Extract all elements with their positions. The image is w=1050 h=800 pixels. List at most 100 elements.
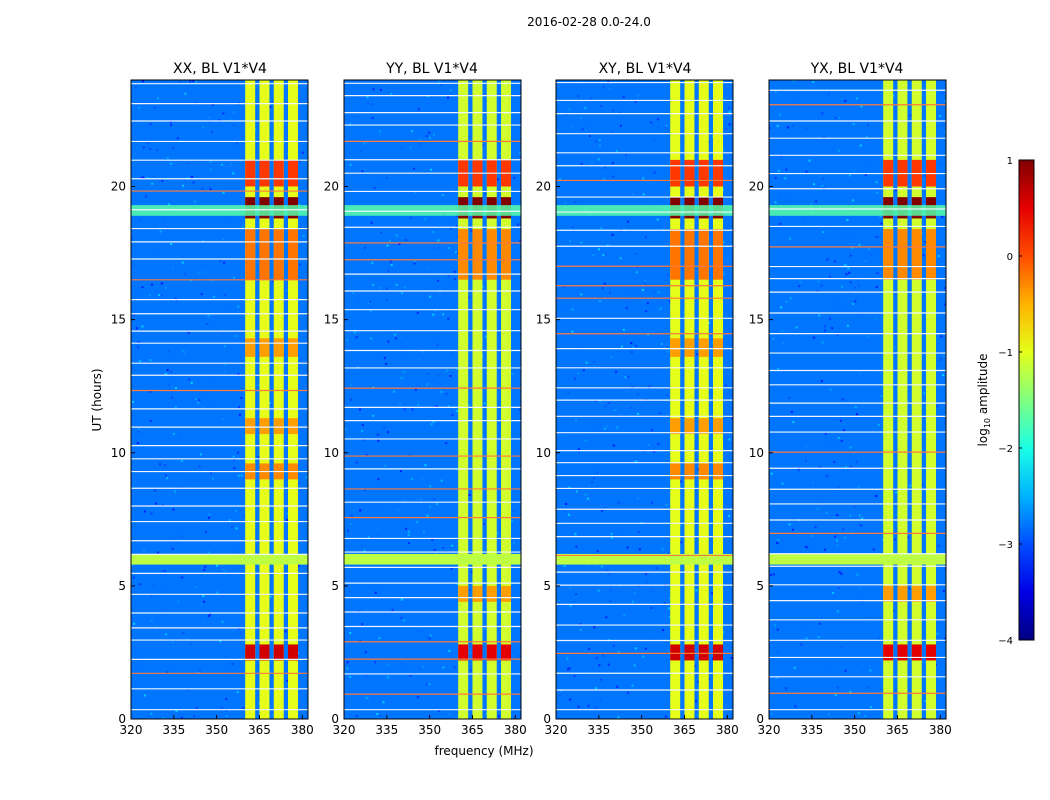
peak-event (259, 418, 270, 435)
peak-event (245, 338, 256, 357)
y-tick-label: 10 (536, 446, 551, 460)
peak-event (911, 585, 922, 602)
x-tick-label: 320 (333, 723, 356, 737)
peak-event (926, 229, 937, 280)
peak-event (883, 229, 894, 280)
heatmap-body (556, 80, 733, 719)
peak-event (684, 644, 695, 661)
peak-event (670, 418, 681, 435)
x-tick-label: 365 (248, 723, 271, 737)
peak-event (288, 229, 299, 280)
peak-event (472, 644, 483, 661)
x-tick-label: 320 (120, 723, 143, 737)
peak-event (486, 644, 497, 661)
blank-band (556, 553, 733, 565)
plot-frame (130, 79, 309, 720)
blank-band (131, 553, 308, 565)
peak-event (684, 159, 695, 187)
heatmap-xx: 320 335 350 365 380 0 5 10 15 20 (111, 79, 314, 737)
peak-event (684, 418, 695, 435)
colorbar-ticks: 1 0 −1 −2 −3 −4 (998, 156, 1022, 647)
y-tick-label: 10 (749, 446, 764, 460)
peak-event (245, 644, 256, 661)
heatmap-yx: 320 335 350 365 380 0 5 10 15 20 (749, 79, 952, 737)
signal-column (911, 80, 922, 719)
peak-event (897, 644, 908, 661)
colorbar-label: log10 amplitude (976, 354, 992, 447)
broadband-band (556, 205, 733, 216)
signal-column (926, 80, 937, 719)
y-tick-label: 5 (543, 579, 551, 593)
panel-title-xy: XY, BL V1*V4 (599, 61, 692, 77)
x-tick-label: 350 (205, 723, 228, 737)
x-tick-label: 380 (716, 723, 739, 737)
peak-event (698, 229, 709, 280)
panel-xy: XY, BL V1*V4 320 335 350 365 380 0 5 10 15 20 (536, 61, 739, 737)
heatmap-body (769, 80, 946, 719)
colorbar-tick-label: −2 (998, 444, 1013, 455)
x-tick-label: 365 (886, 723, 909, 737)
signal-column (259, 80, 270, 719)
peak-event (698, 463, 709, 480)
y-tick-label: 15 (324, 313, 339, 327)
peak-event (501, 644, 512, 661)
y-tick-label: 10 (111, 446, 126, 460)
x-tick-label: 380 (929, 723, 952, 737)
peak-event (897, 585, 908, 602)
peak-event (259, 159, 270, 187)
x-tick-label: 365 (673, 723, 696, 737)
plot-frame (343, 79, 522, 720)
peak-event (883, 585, 894, 602)
peak-event (883, 644, 894, 661)
peak-event (288, 338, 299, 357)
blank-band (769, 553, 946, 565)
peak-event (259, 338, 270, 357)
blank-band (344, 553, 521, 565)
y-tick-label: 20 (111, 180, 126, 194)
y-tick-label: 15 (536, 313, 551, 327)
peak-event (713, 338, 724, 357)
x-tick-label: 350 (630, 723, 653, 737)
peak-event (245, 229, 256, 280)
signal-column (883, 80, 894, 719)
y-tick-label: 15 (749, 313, 764, 327)
panel-yy: YY, BL V1*V4 320 335 350 365 380 0 5 10 15 20 (324, 61, 527, 737)
peak-event (670, 338, 681, 357)
peak-event (273, 418, 284, 435)
peak-event (670, 644, 681, 661)
y-tick-label: 5 (756, 579, 764, 593)
peak-event (288, 644, 299, 661)
peak-event (458, 229, 469, 280)
panel-title-xx: XX, BL V1*V4 (173, 61, 267, 77)
colorbar-gradient (1018, 159, 1035, 641)
peak-event (897, 229, 908, 280)
y-tick-label: 10 (324, 446, 339, 460)
plot-frame (555, 79, 734, 720)
signal-column (472, 80, 483, 719)
heatmap-body (131, 80, 308, 719)
peak-event (684, 338, 695, 357)
peak-event (501, 229, 512, 280)
peak-event (670, 159, 681, 187)
x-tick-label: 320 (758, 723, 781, 737)
peak-event (698, 418, 709, 435)
y-tick-label: 0 (331, 712, 339, 726)
peak-event (273, 229, 284, 280)
colorbar: log10 amplitude 1 0 −1 −2 −3 −4 (976, 156, 1035, 647)
signal-column (486, 80, 497, 719)
signal-column (698, 80, 709, 719)
panel-yx: YX, BL V1*V4 320 335 350 365 380 0 5 10 15 20 (749, 61, 952, 737)
peak-event (684, 463, 695, 480)
y-tick-label: 20 (324, 180, 339, 194)
colorbar-tick-label: −1 (998, 348, 1013, 359)
heatmap-yy: 320 335 350 365 380 0 5 10 15 20 (324, 79, 527, 737)
peak-event (288, 418, 299, 435)
colorbar-tick-label: 0 (1007, 252, 1013, 263)
peak-event (486, 229, 497, 280)
peak-event (288, 159, 299, 187)
heatmap-body (344, 80, 521, 719)
y-tick-label: 20 (749, 180, 764, 194)
peak-event (501, 585, 512, 602)
peak-event (245, 159, 256, 187)
